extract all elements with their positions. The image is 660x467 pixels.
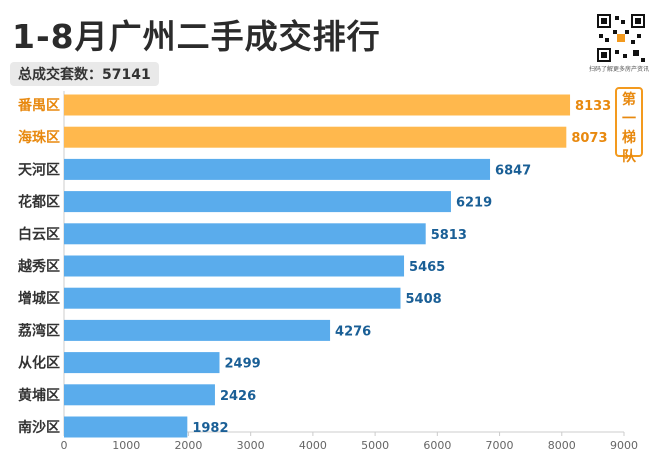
x-tick-label: 0 bbox=[61, 439, 68, 452]
bar bbox=[64, 416, 188, 438]
x-tick-label: 1000 bbox=[112, 439, 140, 452]
data-label: 5813 bbox=[431, 228, 467, 243]
x-tick-label: 9000 bbox=[610, 439, 638, 452]
category-label: 天河区 bbox=[18, 161, 60, 178]
bar bbox=[64, 191, 451, 213]
total-transactions-badge: 总成交套数：57141 bbox=[10, 62, 159, 86]
x-tick-label: 7000 bbox=[486, 439, 514, 452]
category-label: 荔湾区 bbox=[17, 322, 60, 339]
bar bbox=[64, 352, 220, 374]
data-label: 2426 bbox=[220, 389, 256, 404]
category-label: 番禺区 bbox=[17, 97, 60, 114]
bar bbox=[64, 319, 331, 341]
bar bbox=[64, 287, 401, 309]
data-label: 6847 bbox=[495, 163, 531, 178]
tier-badge-char: 第 bbox=[622, 92, 636, 108]
bar bbox=[64, 384, 215, 406]
category-label: 从化区 bbox=[18, 355, 60, 372]
page-title: 1-8月广州二手成交排行 bbox=[12, 17, 381, 56]
category-label: 增城区 bbox=[18, 290, 60, 307]
category-label: 越秀区 bbox=[17, 258, 60, 275]
x-tick-label: 4000 bbox=[299, 439, 327, 452]
qr-code-icon[interactable] bbox=[597, 14, 645, 62]
tier-badge-char: 队 bbox=[622, 149, 636, 165]
x-tick-label: 6000 bbox=[423, 439, 451, 452]
bar bbox=[64, 223, 426, 245]
category-label: 南沙区 bbox=[18, 419, 60, 436]
qr-caption: 扫码了解更多房产资讯 bbox=[588, 66, 649, 73]
data-label: 8073 bbox=[571, 131, 607, 146]
x-tick-label: 5000 bbox=[361, 439, 389, 452]
data-label: 4276 bbox=[335, 324, 371, 339]
category-label: 黄埔区 bbox=[18, 387, 60, 404]
data-label: 1982 bbox=[192, 421, 228, 436]
tier-badge-char: 梯 bbox=[622, 130, 636, 146]
category-label: 花都区 bbox=[18, 194, 60, 211]
tier-badge-char: 一 bbox=[622, 111, 636, 127]
category-label: 海珠区 bbox=[18, 129, 60, 146]
total-value: 57141 bbox=[102, 67, 151, 83]
data-label: 5465 bbox=[409, 260, 445, 275]
data-label: 8133 bbox=[575, 99, 611, 114]
first-tier-badge: 第 一 梯 队 bbox=[615, 87, 643, 165]
data-label: 6219 bbox=[456, 196, 492, 211]
bar bbox=[64, 94, 571, 116]
x-tick-label: 8000 bbox=[548, 439, 576, 452]
total-label: 总成交套数： bbox=[18, 67, 102, 83]
x-tick-label: 3000 bbox=[237, 439, 265, 452]
data-label: 5408 bbox=[405, 292, 441, 307]
bar bbox=[64, 255, 405, 277]
bar bbox=[64, 126, 567, 148]
category-label: 白云区 bbox=[18, 226, 60, 243]
x-tick-label: 2000 bbox=[174, 439, 202, 452]
data-label: 2499 bbox=[224, 357, 260, 372]
bar bbox=[64, 158, 491, 180]
